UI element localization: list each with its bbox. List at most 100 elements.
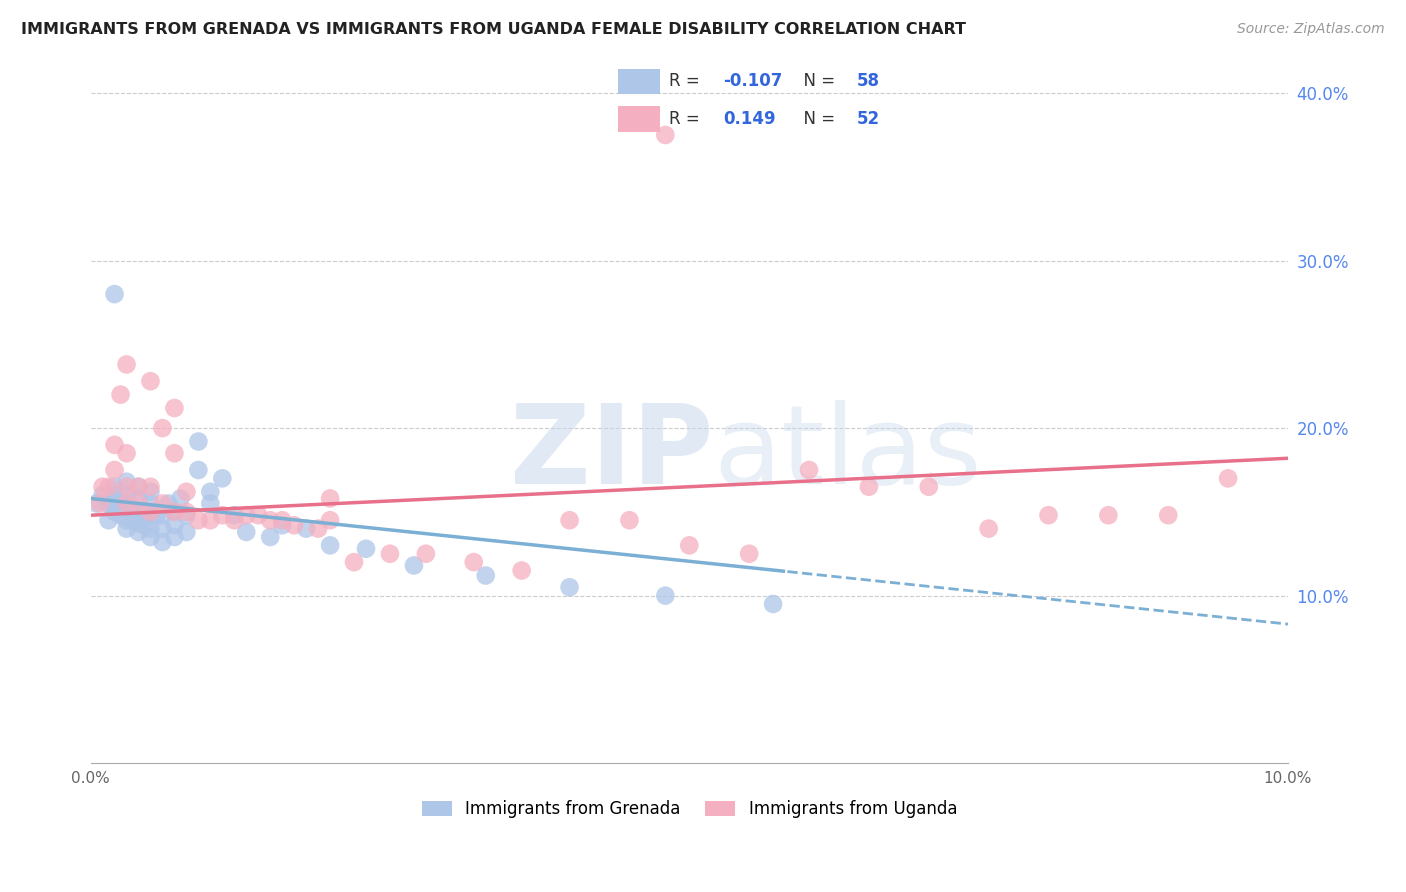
Point: [139, 484, 162, 499]
Point: [319, 513, 342, 527]
Point: [678, 538, 700, 552]
Point: [152, 535, 174, 549]
Point: [163, 446, 186, 460]
Point: [103, 287, 125, 301]
Point: [97, 480, 120, 494]
Point: [211, 471, 233, 485]
Point: [115, 480, 138, 494]
Point: [271, 513, 294, 527]
Point: [176, 508, 198, 523]
Point: [463, 555, 485, 569]
Text: -0.107: -0.107: [724, 72, 783, 90]
Text: 58: 58: [856, 72, 880, 90]
Point: [1157, 508, 1180, 523]
Point: [187, 513, 209, 527]
Point: [319, 491, 342, 506]
Point: [283, 518, 305, 533]
Point: [918, 480, 941, 494]
Point: [558, 513, 581, 527]
Point: [247, 508, 270, 523]
Point: [121, 501, 143, 516]
Point: [163, 401, 186, 415]
Point: [259, 530, 281, 544]
Point: [176, 484, 198, 499]
Point: [89, 496, 111, 510]
Text: ZIP: ZIP: [510, 401, 713, 507]
Point: [510, 564, 533, 578]
Point: [110, 508, 132, 523]
Point: [139, 496, 162, 510]
Point: [152, 508, 174, 523]
Point: [169, 491, 191, 506]
Point: [319, 538, 342, 552]
Point: [115, 496, 138, 510]
Point: [858, 480, 880, 494]
Point: [474, 568, 496, 582]
Point: [415, 547, 437, 561]
Point: [152, 496, 174, 510]
Point: [139, 505, 162, 519]
Text: 0.149: 0.149: [724, 111, 776, 128]
Point: [295, 522, 318, 536]
Point: [110, 387, 132, 401]
Point: [103, 488, 125, 502]
Point: [128, 480, 150, 494]
Point: [115, 446, 138, 460]
Point: [211, 508, 233, 523]
Point: [1038, 508, 1060, 523]
Text: R =: R =: [669, 111, 710, 128]
Point: [115, 475, 138, 489]
Point: [103, 463, 125, 477]
Point: [307, 522, 329, 536]
Point: [762, 597, 785, 611]
Point: [128, 480, 150, 494]
Text: IMMIGRANTS FROM GRENADA VS IMMIGRANTS FROM UGANDA FEMALE DISABILITY CORRELATION : IMMIGRANTS FROM GRENADA VS IMMIGRANTS FR…: [21, 22, 966, 37]
Text: 52: 52: [856, 111, 880, 128]
Point: [91, 488, 114, 502]
Point: [163, 505, 186, 519]
Point: [121, 513, 143, 527]
Point: [86, 496, 108, 510]
Point: [187, 434, 209, 449]
Point: [103, 505, 125, 519]
Point: [354, 541, 377, 556]
Text: atlas: atlas: [713, 401, 981, 507]
Point: [200, 513, 222, 527]
Point: [235, 508, 257, 523]
Point: [271, 518, 294, 533]
Point: [738, 547, 761, 561]
Text: N =: N =: [793, 72, 841, 90]
Point: [103, 438, 125, 452]
Point: [128, 516, 150, 531]
Point: [163, 518, 186, 533]
Point: [163, 505, 186, 519]
Text: Source: ZipAtlas.com: Source: ZipAtlas.com: [1237, 22, 1385, 37]
Point: [139, 522, 162, 536]
Point: [139, 374, 162, 388]
Point: [176, 505, 198, 519]
Point: [139, 530, 162, 544]
Point: [139, 508, 162, 523]
Point: [128, 524, 150, 539]
Point: [200, 484, 222, 499]
FancyBboxPatch shape: [617, 106, 659, 132]
Point: [797, 463, 820, 477]
Legend: Immigrants from Grenada, Immigrants from Uganda: Immigrants from Grenada, Immigrants from…: [415, 794, 963, 825]
Point: [1097, 508, 1119, 523]
Point: [259, 513, 281, 527]
Point: [176, 524, 198, 539]
Text: N =: N =: [793, 111, 841, 128]
Point: [97, 513, 120, 527]
Point: [115, 513, 138, 527]
Point: [97, 496, 120, 510]
Point: [654, 128, 676, 142]
Point: [115, 488, 138, 502]
Point: [115, 358, 138, 372]
Point: [1216, 471, 1239, 485]
Point: [110, 496, 132, 510]
Point: [343, 555, 366, 569]
Point: [139, 480, 162, 494]
Point: [91, 480, 114, 494]
Point: [619, 513, 641, 527]
Point: [163, 530, 186, 544]
